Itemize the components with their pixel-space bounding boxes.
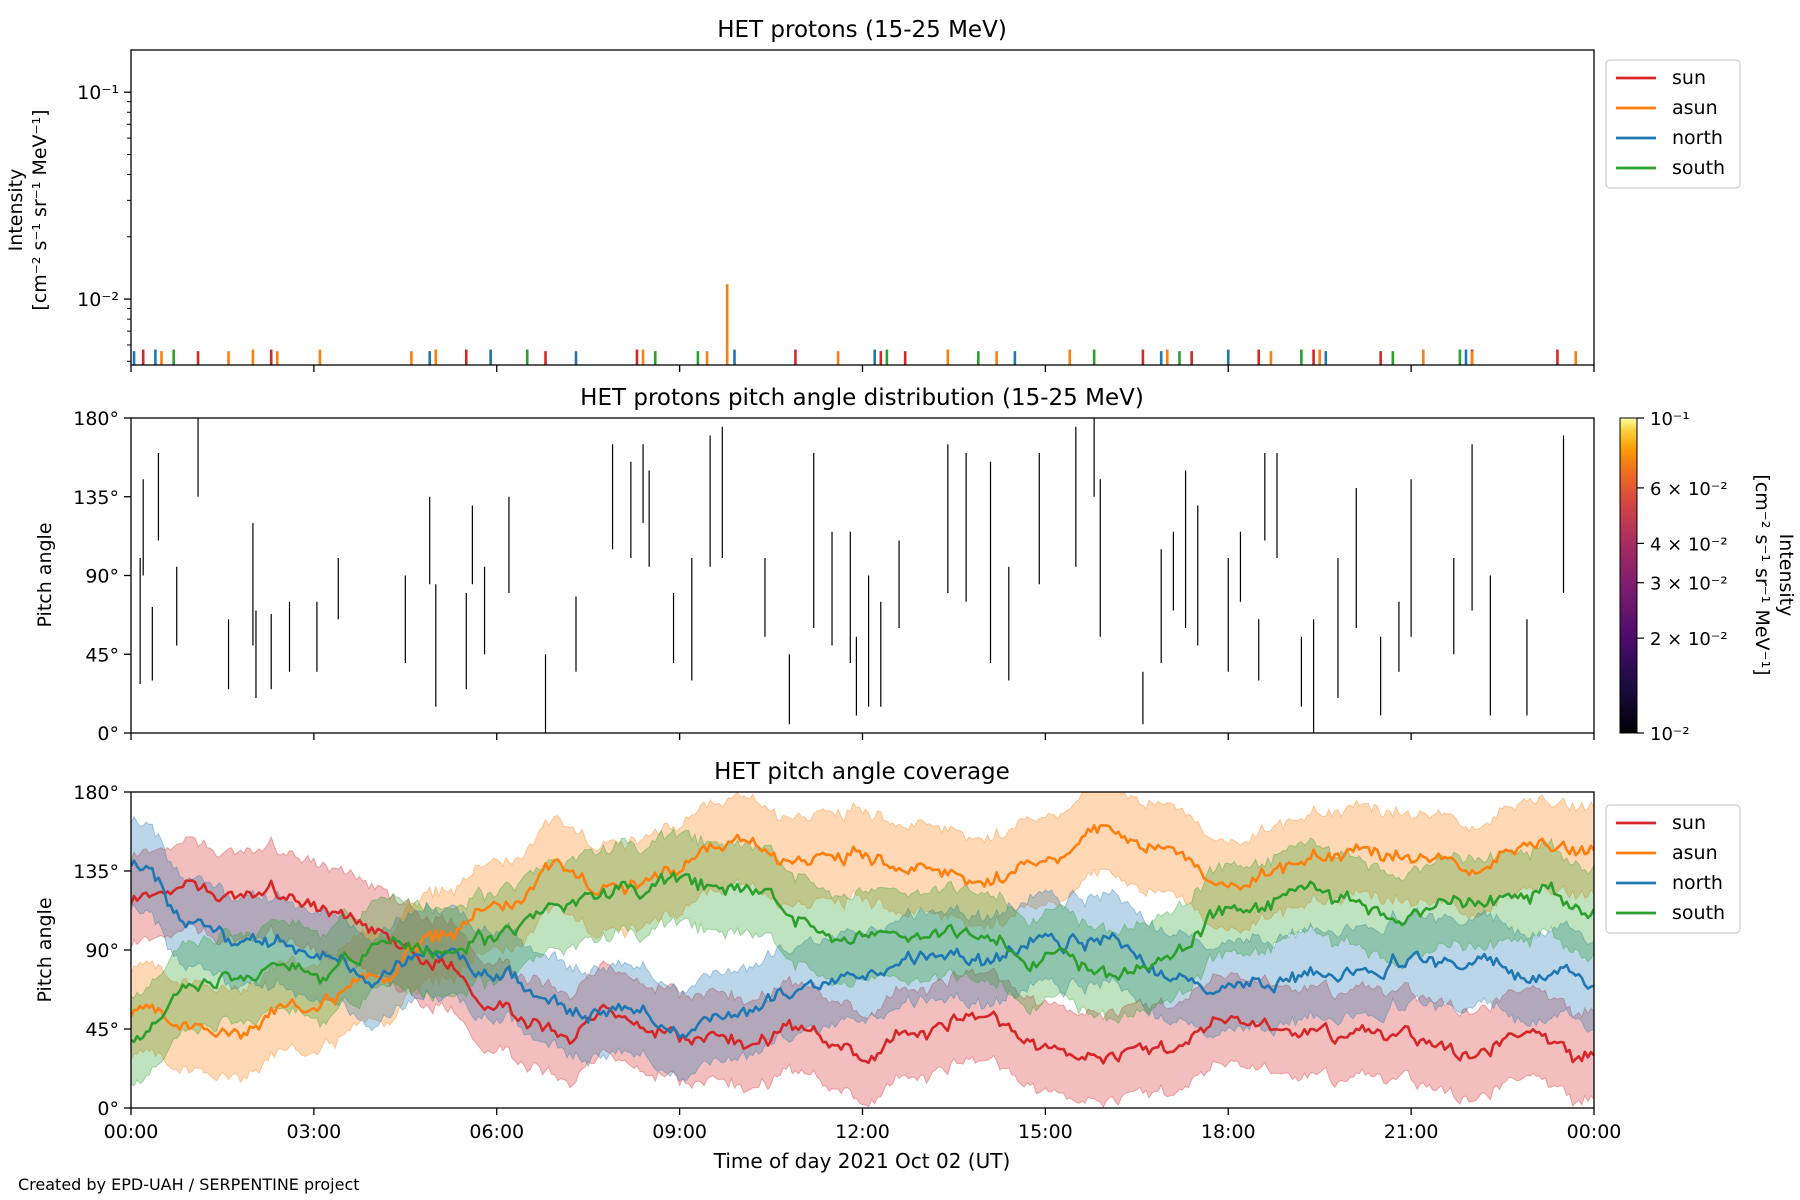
legend-label-north: north (1672, 872, 1723, 894)
y-tick-label: 45° (85, 644, 119, 666)
y-tick-label: 10⁻¹ (77, 82, 119, 104)
x-tick-label: 15:00 (1018, 1121, 1073, 1143)
colorbar-label: Intensity [cm⁻² s⁻¹ sr⁻¹ MeV⁻¹] (1751, 474, 1797, 675)
y-tick-label: 10⁻² (77, 289, 119, 311)
y-tick-label: 0° (97, 1098, 119, 1120)
colorbar-label-line2: [cm⁻² s⁻¹ sr⁻¹ MeV⁻¹] (1751, 474, 1773, 675)
y-tick-label: 180° (73, 782, 119, 804)
y-tick-label: 135° (73, 861, 119, 883)
legend-box (1605, 59, 1741, 189)
panel-1-x-ticks (130, 365, 1595, 372)
panel-2-frame (130, 417, 1595, 734)
colorbar-tick-label: 3 × 10⁻² (1650, 574, 1728, 595)
colorbar-tick-label: 2 × 10⁻² (1650, 629, 1728, 650)
asun-line (131, 823, 1594, 1040)
panel-intensity: HET protons (15-25 MeV) Intensity [cm⁻² … (5, 17, 1741, 372)
legend-bottom: sun asun north south (1605, 804, 1741, 934)
panel-1-y-ticks: 10⁻¹ 10⁻² (77, 82, 131, 362)
panel-2-title: HET protons pitch angle distribution (15… (580, 385, 1144, 411)
colorbar-tick-label: 4 × 10⁻² (1650, 534, 1728, 555)
x-tick-label: 09:00 (652, 1121, 707, 1143)
legend-label-sun: sun (1672, 67, 1706, 89)
legend-top: sun asun north south (1605, 59, 1741, 189)
colorbar: 10⁻² 2 × 10⁻² 3 × 10⁻² 4 × 10⁻² 6 × 10⁻² 10⁻¹… (1619, 409, 1797, 745)
y-tick-label: 135° (73, 487, 119, 509)
legend-label-asun: asun (1672, 97, 1718, 119)
panel-2-ylabel: Pitch angle (34, 522, 56, 627)
south-line (131, 871, 1594, 1044)
panel-3-lines (131, 823, 1594, 1065)
x-axis-label: Time of day 2021 Oct 02 (UT) (713, 1149, 1011, 1173)
panel-3-y-ticks: 0° 45° 90° 135° 180° (73, 782, 131, 1120)
panel-2-x-ticks (130, 733, 1595, 740)
x-tick-label: 03:00 (286, 1121, 341, 1143)
sun-line (131, 879, 1594, 1065)
y-tick-label: 90° (85, 566, 119, 588)
panel-1-ylabel-line1: Intensity (5, 169, 27, 252)
panel-coverage: HET pitch angle coverage Pitch angle 0° 4… (34, 759, 1741, 1143)
x-tick-label: 00:00 (104, 1121, 159, 1143)
panel-1-ylabel: Intensity [cm⁻² s⁻¹ sr⁻¹ MeV⁻¹] (5, 109, 51, 310)
panel-1-marks (132, 284, 1578, 365)
footer-credit: Created by EPD-UAH / SERPENTINE project (18, 1175, 360, 1194)
legend-box (1605, 804, 1741, 934)
x-tick-label: 12:00 (835, 1121, 890, 1143)
colorbar-ticks: 10⁻² 2 × 10⁻² 3 × 10⁻² 4 × 10⁻² 6 × 10⁻² 10⁻¹ (1637, 409, 1728, 745)
colorbar-gradient (1619, 417, 1638, 734)
north-line (131, 859, 1594, 1039)
panel-2-y-ticks: 0° 45° 90° 135° 180° (73, 408, 131, 745)
y-tick-label: 180° (73, 408, 119, 430)
legend-label-south: south (1672, 157, 1725, 179)
legend-label-south: south (1672, 902, 1725, 924)
x-tick-label: 18:00 (1201, 1121, 1256, 1143)
legend-label-north: north (1672, 127, 1723, 149)
panel-1-frame (130, 49, 1595, 366)
x-tick-label: 00:00 (1567, 1121, 1622, 1143)
y-tick-label: 45° (85, 1019, 119, 1041)
panel-3-bands (131, 792, 1594, 1108)
panel-1-title: HET protons (15-25 MeV) (717, 17, 1007, 43)
panel-3-title: HET pitch angle coverage (714, 759, 1010, 785)
sun-band (131, 835, 1594, 1108)
north-band (131, 815, 1594, 1082)
legend-label-sun: sun (1672, 812, 1706, 834)
colorbar-tick-label: 10⁻² (1650, 724, 1690, 745)
colorbar-tick-label: 6 × 10⁻² (1650, 479, 1728, 500)
y-tick-label: 0° (97, 723, 119, 745)
panel-pad: HET protons pitch angle distribution (15… (34, 385, 1797, 745)
x-tick-label: 06:00 (469, 1121, 524, 1143)
y-tick-label: 90° (85, 940, 119, 962)
colorbar-label-line1: Intensity (1775, 534, 1797, 617)
south-band (131, 827, 1594, 1087)
legend-label-asun: asun (1672, 842, 1718, 864)
panel-2-marks (139, 418, 1565, 733)
x-tick-label: 21:00 (1384, 1121, 1439, 1143)
asun-band (131, 792, 1594, 1084)
panel-3-ylabel: Pitch angle (34, 897, 56, 1002)
colorbar-tick-label: 10⁻¹ (1650, 409, 1690, 430)
panel-1-ylabel-line2: [cm⁻² s⁻¹ sr⁻¹ MeV⁻¹] (29, 109, 51, 310)
panel-3-x-ticks: 00:00 03:00 06:00 09:00 12:00 15:00 18:00 21:00… (104, 1108, 1622, 1143)
